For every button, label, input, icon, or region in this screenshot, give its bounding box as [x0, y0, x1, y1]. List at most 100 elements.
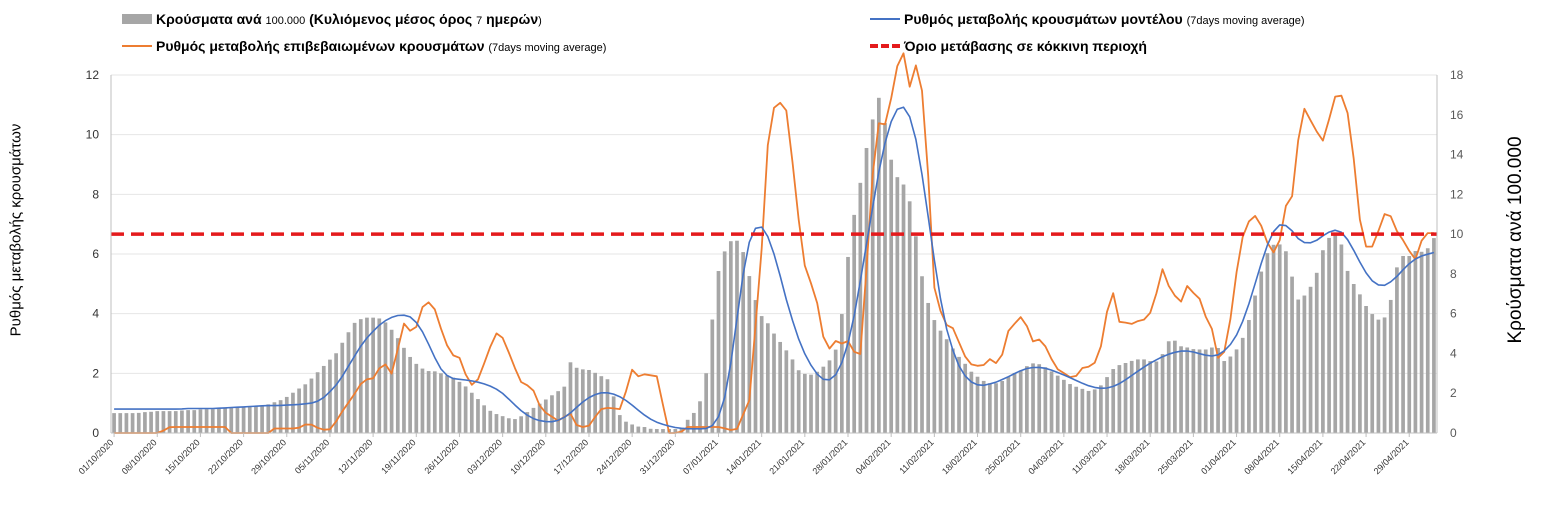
bar	[728, 241, 733, 433]
bar	[1117, 365, 1122, 433]
bar	[759, 316, 764, 433]
bar	[988, 383, 992, 433]
bar	[210, 409, 215, 433]
x-tick-label: 11/03/2021	[1070, 437, 1108, 475]
bar	[1191, 349, 1196, 433]
bar	[938, 330, 943, 433]
legend-threshold: Όριο μετάβασης σε κόκκινη περιοχή	[870, 38, 1147, 54]
bar	[241, 407, 246, 433]
bar	[365, 317, 369, 433]
x-tick-label: 31/12/2020	[638, 437, 677, 476]
bar	[747, 276, 752, 433]
bar	[852, 214, 857, 433]
x-tick-label: 22/10/2020	[206, 437, 245, 476]
bar	[1376, 319, 1381, 433]
bar	[1339, 244, 1344, 433]
x-tick-label: 22/04/2021	[1329, 437, 1368, 476]
bar	[377, 318, 382, 433]
bar	[1314, 272, 1319, 433]
x-tick-label: 01/04/2021	[1199, 437, 1238, 476]
bar	[315, 372, 320, 433]
bar	[550, 395, 554, 433]
bar	[556, 391, 560, 433]
bar	[352, 322, 357, 433]
bar	[1216, 347, 1220, 433]
x-tick-label: 25/02/2021	[983, 437, 1022, 476]
bar	[1049, 371, 1054, 433]
bar	[1308, 286, 1313, 433]
bar	[334, 353, 338, 433]
bar	[661, 429, 665, 433]
bar	[1105, 377, 1109, 433]
bar	[408, 356, 412, 433]
bar	[414, 363, 419, 433]
bar	[753, 300, 758, 433]
bar	[716, 271, 721, 433]
bar	[260, 405, 264, 433]
bar	[155, 411, 160, 433]
legend-model-swatch	[870, 18, 900, 20]
bar	[457, 381, 462, 433]
x-tick-label: 17/12/2020	[551, 437, 590, 476]
bar	[1055, 375, 1060, 433]
bar	[1401, 255, 1405, 433]
legend-threshold-label: Όριο μετάβασης σε κόκκινη περιοχή	[904, 38, 1147, 54]
legend-model: Ρυθμός μεταβολής κρουσμάτων μοντέλου (7d…	[870, 11, 1305, 27]
bar	[1432, 238, 1436, 433]
bar	[1370, 314, 1375, 433]
bar	[519, 416, 523, 433]
bar	[272, 402, 277, 433]
bar	[439, 373, 443, 433]
bar	[864, 147, 869, 433]
bar	[741, 252, 746, 433]
bar	[1277, 244, 1282, 433]
x-tick-label: 14/01/2021	[724, 437, 763, 476]
legend-bars-label: Κρούσματα ανά 100.000 (Κυλιόμενος μέσος …	[156, 11, 542, 27]
bar	[291, 392, 295, 433]
y-tick-label-left: 4	[92, 307, 99, 321]
bar	[161, 411, 166, 433]
y-tick-label-left: 6	[92, 247, 99, 261]
bar	[975, 376, 980, 433]
x-tick-label: 11/02/2021	[897, 437, 935, 475]
bar	[870, 119, 875, 433]
bar	[889, 159, 894, 434]
bar	[778, 341, 783, 433]
bar	[1142, 359, 1146, 433]
bar	[1092, 389, 1097, 433]
x-tick-label: 05/11/2020	[293, 437, 331, 475]
y-tick-label-right: 2	[1450, 386, 1457, 400]
bar	[926, 302, 931, 433]
x-tick-label: 12/11/2020	[336, 437, 374, 475]
bar	[784, 350, 789, 433]
bar	[1296, 299, 1301, 433]
legend-confirmed-label: Ρυθμός μεταβολής επιβεβαιωμένων κρουσμάτ…	[156, 38, 607, 54]
bar	[1222, 361, 1227, 433]
bar	[346, 332, 351, 433]
bar	[1345, 270, 1350, 433]
y-tick-label-right: 12	[1450, 187, 1464, 201]
bar	[1388, 299, 1393, 433]
y-tick-label-left: 0	[92, 426, 99, 440]
bar	[1210, 347, 1214, 433]
bar	[266, 404, 271, 433]
y-tick-label-right: 10	[1450, 227, 1464, 241]
bar	[321, 365, 326, 433]
bar	[112, 413, 116, 433]
bar	[229, 407, 234, 433]
bar	[722, 251, 727, 433]
bar	[543, 399, 548, 433]
bar	[1086, 390, 1091, 433]
bar	[1247, 320, 1251, 433]
bar	[1006, 376, 1011, 433]
bar	[340, 342, 345, 433]
bar	[1228, 356, 1233, 433]
bar	[1185, 347, 1190, 433]
bar	[118, 413, 123, 433]
bar	[568, 362, 573, 433]
bar	[981, 380, 986, 433]
bar	[537, 403, 542, 433]
x-tick-label: 21/01/2021	[767, 437, 806, 476]
bar	[858, 182, 863, 433]
